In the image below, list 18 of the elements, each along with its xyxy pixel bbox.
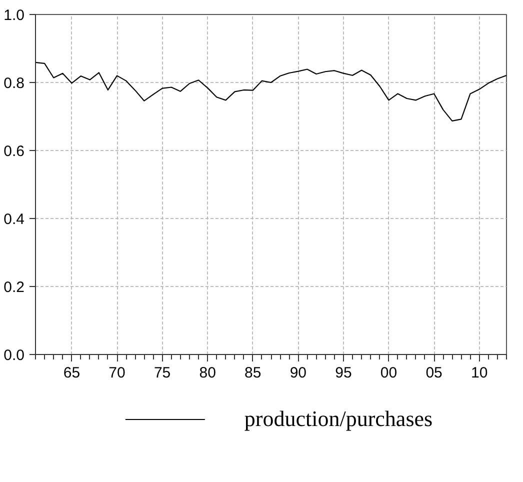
y-tick-label: 0.6 bbox=[4, 143, 25, 160]
y-tick-label: 0.0 bbox=[4, 347, 25, 364]
x-tick-label: 90 bbox=[290, 364, 307, 382]
x-tick-label: 75 bbox=[154, 364, 171, 382]
x-tick-label: 95 bbox=[335, 364, 352, 382]
y-tick-label: 1.0 bbox=[4, 7, 25, 24]
x-tick-label: 85 bbox=[244, 364, 262, 382]
y-tick-label: 0.2 bbox=[4, 279, 25, 296]
x-tick-label: 05 bbox=[426, 364, 442, 382]
legend-label: production/purchases bbox=[244, 406, 433, 432]
y-tick-label: 0.8 bbox=[4, 75, 25, 92]
line-series bbox=[36, 62, 506, 122]
x-tick-label: 70 bbox=[108, 364, 126, 382]
x-tick-label: 10 bbox=[470, 364, 488, 382]
x-tick-label: 80 bbox=[199, 364, 216, 382]
y-tick-label: 0.4 bbox=[4, 211, 25, 228]
x-tick-label: 00 bbox=[380, 364, 398, 382]
x-tick-label: 65 bbox=[63, 364, 80, 382]
